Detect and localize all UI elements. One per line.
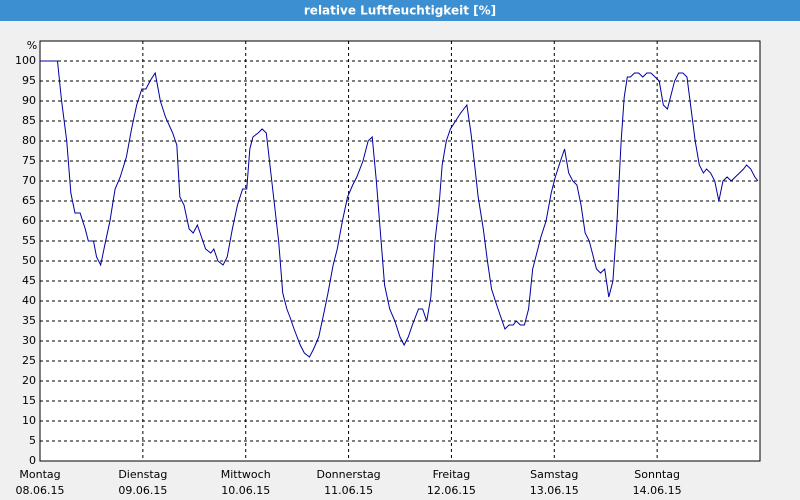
- y-tick-label: 75: [22, 154, 36, 167]
- y-tick-label: 95: [22, 74, 36, 87]
- x-tick-date: 14.06.15: [633, 484, 682, 497]
- x-tick-date: 12.06.15: [427, 484, 476, 497]
- y-tick-label: 85: [22, 114, 36, 127]
- x-tick-date: 13.06.15: [530, 484, 579, 497]
- x-tick-label: Sonntag: [634, 468, 680, 481]
- y-tick-label: 55: [22, 234, 36, 247]
- x-tick-date: 08.06.15: [16, 484, 65, 497]
- plot-area: [40, 41, 760, 461]
- y-tick-label: 100: [15, 54, 36, 67]
- y-tick-label: 40: [22, 294, 36, 307]
- x-tick-label: Dienstag: [118, 468, 167, 481]
- y-tick-label: 30: [22, 334, 36, 347]
- y-tick-label: 80: [22, 134, 36, 147]
- x-tick-date: 10.06.15: [221, 484, 270, 497]
- y-tick-label: 5: [29, 434, 36, 447]
- x-tick-date: 11.06.15: [324, 484, 373, 497]
- plot-frame: [39, 40, 761, 462]
- y-tick-label: 10: [22, 414, 36, 427]
- y-unit: %: [27, 39, 37, 52]
- y-tick-label: 45: [22, 274, 36, 287]
- y-tick-label: 0: [29, 454, 36, 467]
- y-tick-label: 15: [22, 394, 36, 407]
- x-tick-label: Mittwoch: [221, 468, 271, 481]
- y-tick-label: 50: [22, 254, 36, 267]
- y-tick-label: 60: [22, 214, 36, 227]
- data-line: [40, 60, 759, 358]
- y-tick-label: 20: [22, 374, 36, 387]
- y-tick-label: 65: [22, 194, 36, 207]
- y-tick-label: 90: [22, 94, 36, 107]
- x-tick-label: Samstag: [530, 468, 578, 481]
- y-tick-label: 25: [22, 354, 36, 367]
- title-bar: [0, 0, 800, 21]
- x-tick-label: Montag: [19, 468, 60, 481]
- y-tick-label: 35: [22, 314, 36, 327]
- chart-title: relative Luftfeuchtigkeit [%]: [304, 4, 496, 18]
- y-tick-label: 70: [22, 174, 36, 187]
- x-tick-label: Freitag: [433, 468, 471, 481]
- x-tick-label: Donnerstag: [316, 468, 380, 481]
- x-tick-date: 09.06.15: [118, 484, 167, 497]
